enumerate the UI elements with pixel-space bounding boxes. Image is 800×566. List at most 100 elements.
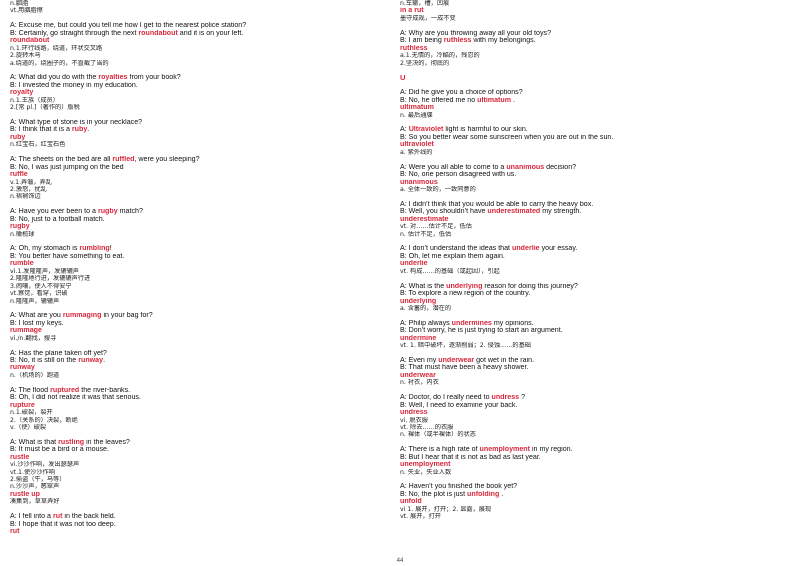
dialogue-text: A: What is the xyxy=(400,282,447,290)
dialogue-text: with my belongings. xyxy=(471,37,536,45)
dialogue-line: A: Ultraviolet light is harmful to our s… xyxy=(400,126,790,133)
definition-line: vi./n.翻找，搜寻 xyxy=(10,334,57,342)
spacer xyxy=(400,22,790,29)
headword: unfold xyxy=(400,498,422,506)
highlighted-word: ruptured xyxy=(50,386,80,394)
spacer xyxy=(400,476,790,483)
definition-line: a. 紫外线的 xyxy=(400,148,433,156)
definition-line: n. 衬衣，内衣 xyxy=(400,379,439,387)
headword: ultraviolet xyxy=(400,141,434,149)
dialogue-text: decision? xyxy=(544,163,577,171)
highlighted-word: undress xyxy=(491,394,520,402)
dialogue-line: B: Well, I need to examine your back. xyxy=(400,401,518,409)
definition-line: 2.（关系的）决裂，断绝 xyxy=(10,416,78,424)
spacer xyxy=(400,67,790,74)
headword: underestimate xyxy=(400,215,449,223)
dialogue-line: A: Doctor, do I really need to undress ? xyxy=(400,394,790,401)
dialogue-text: B: I am being xyxy=(400,37,444,45)
dialogue-line: B: No, I was just jumping on the bed xyxy=(10,163,124,171)
dialogue-line: B: That must have been a heavy shower. xyxy=(400,364,529,372)
spacer xyxy=(10,379,400,386)
dialogue-line: B: I am being ruthless with my belonging… xyxy=(400,37,790,44)
definition-line: 凑集到，草草弄好 xyxy=(10,498,60,506)
dialogue-line: A: The flood ruptured the river-banks. xyxy=(10,387,400,394)
headword: rummage xyxy=(10,327,42,335)
dialogue-line: B: I hope that it was not too deep. xyxy=(10,520,116,528)
definition-line: n.红宝石，红宝石色 xyxy=(10,141,66,149)
dialogue-text: A: xyxy=(400,126,409,134)
definition-line: v.（使）破裂 xyxy=(10,423,47,431)
headword: ruthless xyxy=(400,44,428,52)
highlighted-word: rustling xyxy=(58,438,85,446)
highlighted-word: roundabout xyxy=(138,29,178,37)
dialogue-text: got wet in the rain. xyxy=(474,357,535,364)
dialogue-line: B: No, one person disagreed with us. xyxy=(400,171,517,179)
headword: underlie xyxy=(400,260,428,268)
dialogue-text: match? xyxy=(117,208,143,216)
section-letter: U xyxy=(400,74,406,82)
left-column: n.胭脂 vt.用胭脂擦 A: Excuse me, but could you t… xyxy=(10,0,400,566)
highlighted-word: royalties xyxy=(98,74,128,82)
definition-line: vi.沙沙作响，发出瑟瑟声 xyxy=(10,461,80,469)
headword: rustle xyxy=(10,453,30,461)
dialogue-text: and it is on your left. xyxy=(177,29,244,37)
dialogue-line: A: There is a high rate of unemployment … xyxy=(400,446,790,453)
highlighted-word: undermines xyxy=(451,319,492,327)
definition-line: n. 失业，失业人数 xyxy=(400,468,452,476)
spacer xyxy=(10,506,400,513)
spacer xyxy=(400,193,790,200)
definition-line: vt. 除去……的衣服 xyxy=(400,423,454,431)
dialogue-text: my strength. xyxy=(540,208,582,216)
dialogue-text: A: Philip always xyxy=(400,319,452,327)
dialogue-text: from your book? xyxy=(127,74,181,82)
definition-line: vt.用胭脂擦 xyxy=(10,7,43,15)
dialogue-text: B: No, he offered me no xyxy=(400,96,478,104)
headword: underlying xyxy=(400,297,437,305)
dialogue-text: A: The sheets on the bed are all xyxy=(10,156,113,164)
dialogue-line: B: No, just to a football match. xyxy=(10,215,105,223)
spacer xyxy=(10,15,400,22)
highlighted-word: unfolding xyxy=(467,490,500,498)
dialogue-line: B: But I hear that it is not as bad as l… xyxy=(400,453,541,461)
dialogue-line: B: No, it is still on the runway. xyxy=(10,357,400,364)
highlighted-word: rummaging xyxy=(62,312,102,320)
highlighted-word: ruffled xyxy=(112,156,135,164)
dialogue-line: A: What did you do with the royalties fr… xyxy=(10,74,400,81)
highlighted-word: rumbling xyxy=(79,245,110,253)
dialogue-line: B: Well, you shouldn’t have underestimat… xyxy=(400,208,790,215)
definition-line: 2.隆隆地行进，发辘辘声行进 xyxy=(10,275,91,283)
definition-line: n.隆隆声，辘辘声 xyxy=(10,297,60,305)
definition-line: a. 含蓄的，潜在的 xyxy=(400,304,452,312)
dialogue-text: A: Even my xyxy=(400,357,439,364)
definition-line: vt.1.使沙沙作响 xyxy=(10,468,55,476)
dialogue-line: A: Even my underwear got wet in the rain… xyxy=(400,357,790,364)
dialogue-line: A: Philip always undermines my opinions. xyxy=(400,320,790,327)
dialogue-line: B: So you better wear some sunscreen whe… xyxy=(400,133,614,141)
dialogue-line: B: I lost my keys. xyxy=(10,319,64,327)
definition-line: 2.偷盗（牛，马等） xyxy=(10,476,66,483)
spacer xyxy=(400,350,790,357)
dialogue-line: A: What is the underlying reason for doi… xyxy=(400,283,790,290)
dialogue-line: A: Did he give you a choice of options? xyxy=(400,89,523,97)
highlighted-word: rut xyxy=(52,513,63,521)
dialogue-text: B: Well, you shouldn’t have xyxy=(400,208,488,216)
highlighted-word: ultimatum xyxy=(477,96,512,104)
spacer xyxy=(400,238,790,245)
definition-line: a.1.无情的，冷酷的，残忍的 xyxy=(400,52,480,60)
page-number: 44 xyxy=(396,558,404,564)
dialogue-text: B: I think that it is a xyxy=(10,126,72,134)
definition-line: vt. 展开，打开 xyxy=(400,513,441,521)
dialogue-line: B: I invested the money in my education. xyxy=(10,81,138,89)
spacer xyxy=(400,312,790,319)
headword: ruby xyxy=(10,133,26,141)
definition-line: n. 估计不足，低估 xyxy=(400,230,452,238)
dialogue-text: in the back field. xyxy=(62,513,116,521)
dialogue-line: A: I didn’t think that you would be able… xyxy=(400,200,594,208)
dialogue-text: reason for doing this journey? xyxy=(482,282,578,290)
dialogue-line: A: Why are you throwing away all your ol… xyxy=(400,29,552,37)
definition-line: 3.闹嚷，使人不得安宁 xyxy=(10,282,72,290)
dialogue-text: A: I don’t understand the ideas that xyxy=(400,245,513,253)
dialogue-text: A: Doctor, do I really need to xyxy=(400,394,492,402)
dialogue-text: the river-banks. xyxy=(79,386,131,394)
highlighted-word: ruby xyxy=(71,126,88,134)
